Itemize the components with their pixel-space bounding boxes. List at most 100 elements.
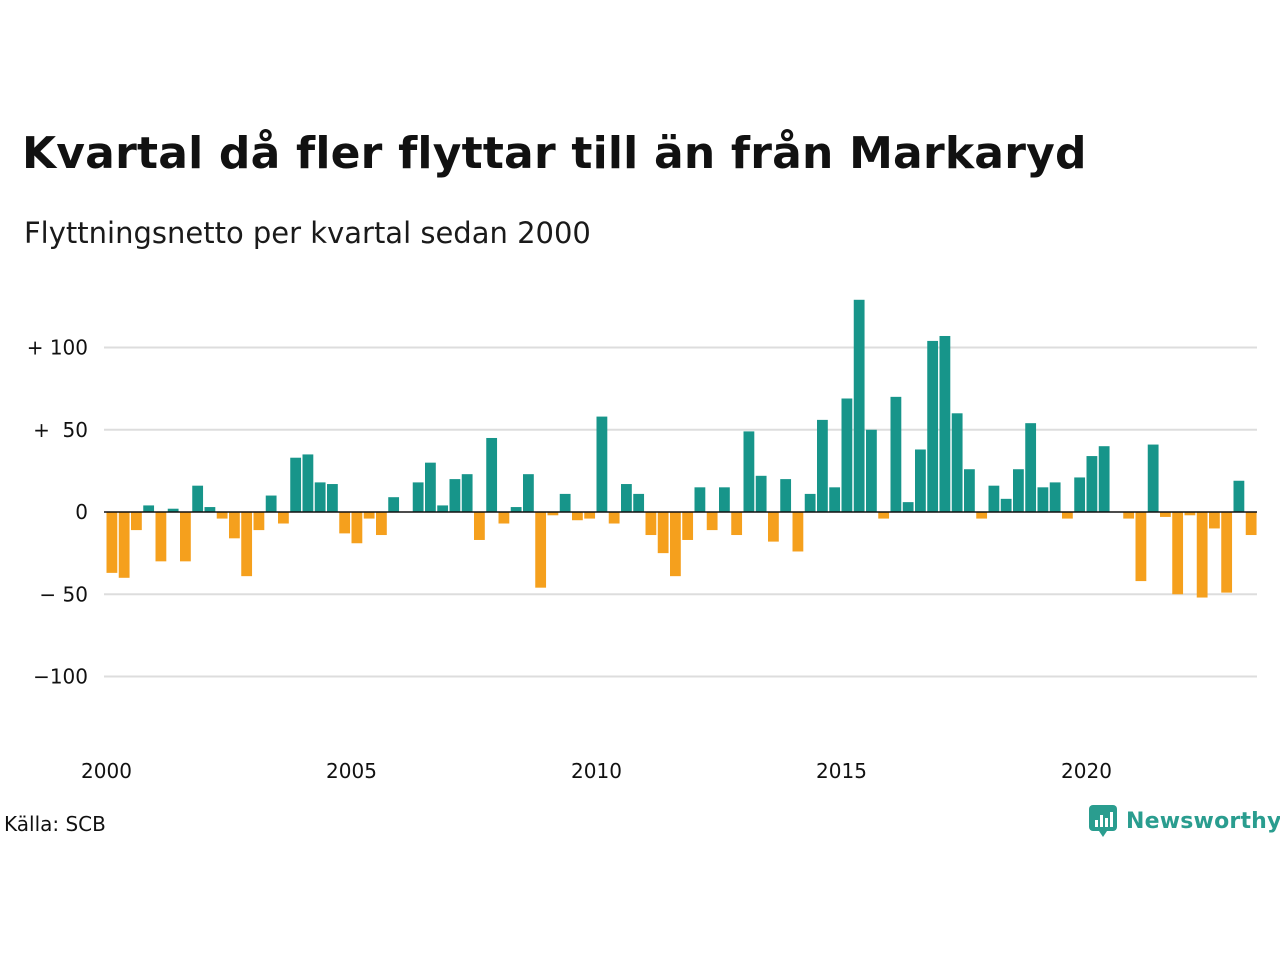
- bar: [768, 512, 779, 542]
- bar: [878, 512, 890, 519]
- bar: [964, 469, 975, 512]
- bar: [1221, 512, 1233, 593]
- y-tick-label: + 50: [33, 418, 88, 442]
- bar: [804, 493, 816, 512]
- bar: [192, 485, 204, 512]
- bar: [866, 429, 877, 512]
- bar: [523, 474, 534, 512]
- bar: [302, 454, 314, 512]
- bar: [572, 512, 583, 521]
- bar: [706, 512, 718, 531]
- x-tick-label: 2000: [81, 759, 132, 783]
- bar: [633, 493, 645, 512]
- bar: [1025, 423, 1037, 512]
- bar: [1074, 477, 1086, 512]
- bar: [1245, 512, 1257, 536]
- bar: [486, 437, 498, 512]
- bar: [1098, 446, 1110, 512]
- brand[interactable]: Newsworthy: [1088, 804, 1280, 838]
- bar: [106, 512, 118, 573]
- bar: [253, 512, 265, 531]
- bar: [1233, 480, 1245, 512]
- y-tick-label: −100: [33, 665, 88, 689]
- bar: [155, 512, 167, 562]
- bar: [1037, 487, 1049, 512]
- bar: [755, 475, 767, 512]
- bar: [388, 497, 400, 512]
- bar: [1123, 512, 1135, 519]
- bar: [853, 299, 865, 512]
- bar: [743, 431, 755, 512]
- bars: [106, 299, 1257, 598]
- bar: [657, 512, 669, 554]
- newsworthy-logo-icon: [1089, 805, 1117, 837]
- bar: [449, 479, 461, 512]
- gridlines: [104, 346, 1257, 678]
- bar: [951, 413, 963, 512]
- bar: [229, 512, 240, 539]
- brand-name: Newsworthy: [1126, 808, 1280, 834]
- bar: [314, 482, 326, 512]
- x-tick-label: 2005: [326, 759, 377, 783]
- bar: [608, 512, 620, 524]
- bar: [817, 419, 828, 512]
- bar: [976, 512, 988, 519]
- bar: [498, 512, 510, 524]
- x-axis-labels: 2000 2005 2010 2015 2020: [81, 759, 1112, 783]
- bar: [167, 508, 179, 512]
- bar: [339, 512, 351, 534]
- bar: [278, 512, 289, 524]
- y-tick-label: + 100: [27, 336, 88, 360]
- bar: [1147, 444, 1159, 512]
- bar: [425, 462, 436, 512]
- bar: [731, 512, 743, 536]
- bar: [682, 512, 694, 540]
- bar: [412, 482, 424, 512]
- bar: [988, 485, 1000, 512]
- bar: [915, 449, 926, 512]
- source-note: Källa: SCB: [4, 812, 106, 836]
- bar: [118, 512, 130, 578]
- bar: [143, 505, 155, 512]
- bar: [437, 505, 449, 512]
- bar: [1049, 482, 1061, 512]
- bar: [180, 512, 191, 562]
- bar: [265, 495, 277, 512]
- x-tick-label: 2010: [571, 759, 622, 783]
- bar: [596, 416, 608, 512]
- bar: [694, 487, 706, 512]
- bar: [670, 512, 681, 577]
- x-tick-label: 2020: [1061, 759, 1112, 783]
- bar: [1135, 512, 1147, 582]
- bar: [829, 487, 841, 512]
- bar: [216, 512, 228, 519]
- bar: [363, 512, 375, 519]
- bar: [376, 512, 387, 536]
- y-tick-label: − 50: [39, 582, 88, 606]
- bar: [1209, 512, 1220, 529]
- chart-title: Kvartal då fler flyttar till än från Mar…: [22, 128, 1087, 179]
- bar: [290, 457, 302, 512]
- bar: [939, 335, 951, 512]
- y-tick-label: 0: [75, 500, 88, 524]
- bar: [461, 474, 473, 512]
- bar: [621, 484, 632, 512]
- y-axis-labels: + 100 + 50 0 − 50 −100: [27, 336, 88, 689]
- bar: [241, 512, 253, 577]
- bar: [1000, 498, 1012, 512]
- x-tick-label: 2015: [816, 759, 867, 783]
- bar: [327, 484, 338, 512]
- bar: [351, 512, 363, 544]
- bar: [719, 487, 730, 512]
- bar: [1013, 469, 1024, 512]
- bar: [131, 512, 142, 531]
- bar: [535, 512, 547, 588]
- bar: [1086, 456, 1098, 512]
- bar: [547, 512, 559, 516]
- bar: [1196, 512, 1208, 598]
- bar: [1160, 512, 1171, 517]
- bar: [474, 512, 485, 540]
- bar: [584, 512, 596, 519]
- bar: [1172, 512, 1184, 595]
